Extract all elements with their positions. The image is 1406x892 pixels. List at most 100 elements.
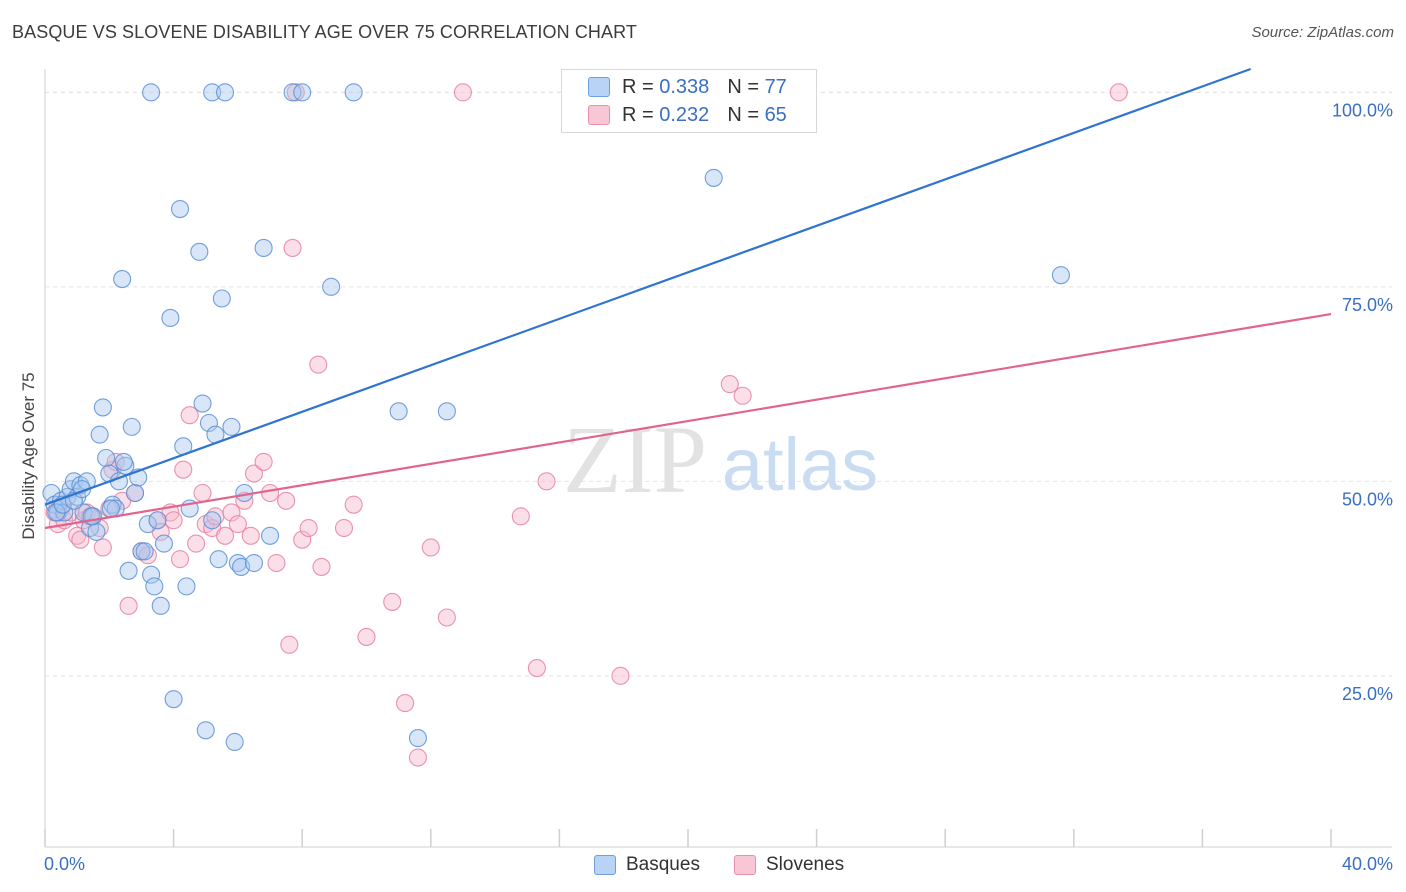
watermark-zip: ZIP	[563, 406, 707, 513]
slovene-point	[260, 483, 280, 503]
basque-point	[199, 413, 219, 433]
bottom-legend-slovenes[interactable]: Slovenes	[734, 851, 844, 879]
basque-point	[114, 452, 133, 471]
basque-point	[225, 732, 244, 752]
n-label: N =	[727, 103, 759, 126]
basques-legend-label: Basques	[626, 854, 700, 875]
basque-point	[293, 83, 312, 102]
slovene-point	[511, 507, 530, 526]
slovene-point	[421, 538, 440, 557]
basque-point	[222, 417, 241, 436]
basque-point	[87, 522, 106, 541]
slovene-point	[267, 553, 286, 573]
basque-point	[101, 499, 120, 518]
y-tick-label: 25.0%	[1342, 684, 1393, 704]
basque-point	[97, 448, 116, 468]
slovene-point	[344, 495, 363, 514]
basque-point	[142, 83, 161, 102]
chart-title: BASQUE VS SLOVENE DISABILITY AGE OVER 75…	[12, 22, 637, 42]
basques-trend-line	[44, 67, 1251, 506]
slovene-point	[93, 538, 112, 557]
basques-legend-swatch	[594, 855, 616, 875]
slovene-point	[174, 460, 193, 479]
basque-point	[254, 238, 273, 257]
basques-n-value: 77	[764, 75, 787, 98]
basque-point	[209, 550, 228, 569]
y-tick-label: 75.0%	[1342, 295, 1393, 315]
trend-lines	[44, 67, 1332, 530]
basque-point	[90, 425, 109, 444]
slovene-point	[241, 526, 260, 545]
bottom-legend-basques[interactable]: Basques	[594, 851, 700, 879]
basque-point	[164, 690, 183, 709]
basque-point	[93, 398, 112, 417]
basque-point	[260, 526, 280, 545]
slovenes-swatch	[588, 105, 610, 125]
basque-point	[212, 289, 231, 308]
basque-point	[322, 277, 341, 296]
slovene-point	[733, 386, 752, 405]
basque-point	[138, 515, 157, 534]
basque-point	[135, 542, 154, 561]
basque-point	[203, 83, 222, 102]
basque-point	[154, 534, 174, 553]
basque-point	[283, 83, 302, 102]
slovene-point	[280, 635, 299, 654]
basque-point	[113, 270, 132, 289]
basque-point	[389, 402, 408, 421]
basque-point	[244, 553, 264, 573]
slovene-point	[277, 491, 296, 510]
basque-point	[125, 483, 145, 503]
slovene-point	[293, 530, 312, 549]
legend-row-slovenes: R = 0.232 N = 65	[588, 101, 787, 129]
basque-point	[203, 511, 222, 530]
basque-point	[177, 577, 196, 596]
slovene-point	[193, 483, 212, 503]
legend-row-basques: R = 0.338 N = 77	[588, 73, 787, 101]
slovene-point	[164, 511, 183, 530]
y-tick-label: 50.0%	[1342, 489, 1393, 509]
basque-point	[704, 168, 723, 187]
slovene-point	[228, 515, 247, 534]
x-tick-label: 0.0%	[44, 854, 85, 874]
basque-point	[122, 417, 141, 436]
basque-point	[151, 596, 170, 615]
slovene-point	[170, 550, 190, 569]
slovene-point	[71, 530, 90, 549]
tick-labels: 25.0% 50.0% 75.0% 100.0% 0.0% 40.0%	[44, 100, 1393, 874]
watermark-atlas: atlas	[722, 423, 878, 506]
r-label: R =	[622, 75, 654, 98]
basque-point	[408, 729, 427, 748]
r-label: R =	[622, 103, 654, 126]
basque-point	[119, 561, 138, 580]
slovene-point	[312, 557, 331, 576]
slovenes-r-value: 0.232	[659, 103, 710, 126]
basques-r-value: 0.338	[659, 75, 710, 98]
basque-point	[170, 199, 190, 219]
n-label: N =	[727, 75, 759, 98]
slovene-point	[299, 518, 318, 538]
slovene-point	[180, 406, 199, 425]
slovene-point	[611, 666, 630, 685]
slovenes-legend-label: Slovenes	[766, 854, 845, 875]
slovene-point	[527, 659, 546, 678]
basque-point	[148, 511, 167, 530]
basques-swatch	[588, 77, 610, 97]
basque-point	[190, 242, 209, 261]
slovenes-legend-swatch	[734, 855, 756, 875]
basque-point	[437, 402, 456, 421]
y-axis-label: Disability Age Over 75	[19, 372, 38, 539]
slovene-point	[215, 526, 235, 545]
slovene-point	[408, 748, 427, 767]
slovene-point	[437, 608, 456, 627]
slovene-point	[396, 694, 415, 713]
axes	[44, 69, 1392, 848]
basque-point	[145, 577, 164, 596]
slovene-point	[283, 238, 302, 257]
basque-point	[193, 394, 212, 413]
slovene-point	[334, 518, 354, 538]
x-tick-label: 40.0%	[1342, 854, 1393, 874]
y-tick-label: 100.0%	[1332, 100, 1393, 120]
basque-point	[1051, 266, 1070, 285]
